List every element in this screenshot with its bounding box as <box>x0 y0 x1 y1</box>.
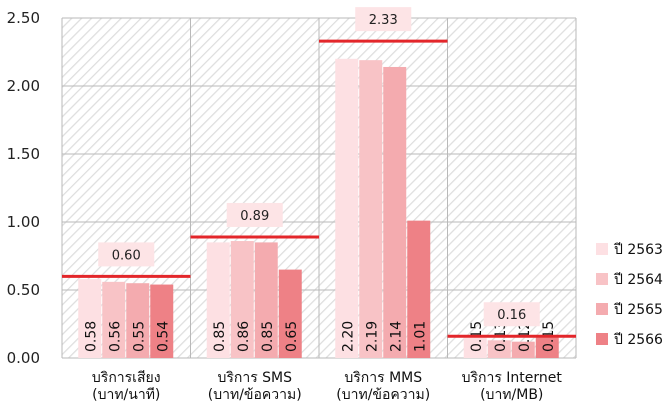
bar-value-label: 0.85 <box>212 321 228 352</box>
bar <box>407 220 431 358</box>
bar <box>102 281 126 358</box>
y-tick-label: 2.00 <box>7 77 40 95</box>
bar-value-label: 1.01 <box>412 321 428 352</box>
bar-value-label: 0.58 <box>83 321 99 352</box>
y-tick-label: 1.50 <box>7 145 40 163</box>
legend-swatch <box>596 303 608 315</box>
bar <box>487 340 511 358</box>
legend-swatch <box>596 273 608 285</box>
bar <box>230 241 254 358</box>
bar-value-label: 2.20 <box>340 321 356 352</box>
category-label: (บาท/MB) <box>480 387 543 403</box>
bar-value-label: 0.56 <box>107 321 123 352</box>
cap-value-label: 2.33 <box>369 13 398 28</box>
cap-label-box <box>98 242 155 267</box>
legend-label: ปี 2565 <box>614 302 663 318</box>
y-tick-label: 1.00 <box>7 213 40 231</box>
cap-label-box <box>226 202 283 227</box>
bar <box>463 337 487 358</box>
bar <box>335 58 359 359</box>
legend-label: ปี 2563 <box>614 242 663 258</box>
bar <box>383 66 407 359</box>
y-tick-label: 0.00 <box>7 349 40 367</box>
bar <box>206 242 230 358</box>
bar-value-label: 2.19 <box>364 321 380 352</box>
y-tick-label: 2.50 <box>7 9 40 27</box>
bar <box>254 242 278 358</box>
bar-value-label: 0.86 <box>236 321 252 352</box>
category-label: (บาท/นาที) <box>92 387 160 403</box>
legend-swatch <box>596 333 608 345</box>
legend-swatch <box>596 243 608 255</box>
cap-label-box <box>483 302 540 327</box>
bar <box>535 337 559 358</box>
bar-value-label: 0.55 <box>131 321 147 352</box>
cap-value-label: 0.60 <box>112 248 141 263</box>
y-tick-label: 0.50 <box>7 281 40 299</box>
bar <box>359 60 383 358</box>
category-label: (บาท/ข้อความ) <box>208 387 302 403</box>
bar <box>126 283 150 358</box>
bar-value-label: 0.54 <box>155 321 171 352</box>
bar <box>278 269 302 358</box>
bar <box>150 284 174 358</box>
bar <box>78 279 102 358</box>
cap-value-label: 0.89 <box>240 209 269 224</box>
category-label: บริการ Internet <box>462 370 563 386</box>
bar-value-label: 0.85 <box>260 321 276 352</box>
category-label: บริการ MMS <box>344 370 422 386</box>
category-label: บริการเสียง <box>92 370 161 386</box>
cap-label-box <box>355 7 412 32</box>
cap-value-label: 0.16 <box>497 308 526 323</box>
legend-label: ปี 2566 <box>614 332 664 348</box>
category-label: (บาท/ข้อความ) <box>336 387 430 403</box>
bar-value-label: 2.14 <box>388 321 404 352</box>
legend-label: ปี 2564 <box>614 272 664 288</box>
category-label: บริการ SMS <box>217 370 292 386</box>
bar <box>511 341 535 358</box>
bar-value-label: 0.65 <box>284 321 300 352</box>
